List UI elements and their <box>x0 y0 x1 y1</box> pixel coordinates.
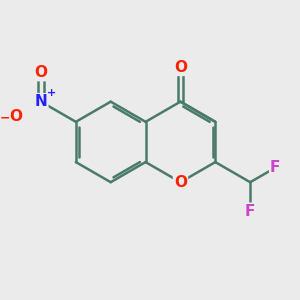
Text: O: O <box>34 65 47 80</box>
Text: O: O <box>9 109 22 124</box>
Text: +: + <box>46 88 56 98</box>
Text: O: O <box>174 175 187 190</box>
Text: O: O <box>174 60 187 75</box>
Text: F: F <box>270 160 280 175</box>
Text: −: − <box>0 112 10 125</box>
Text: F: F <box>245 204 255 219</box>
Text: N: N <box>34 94 47 109</box>
